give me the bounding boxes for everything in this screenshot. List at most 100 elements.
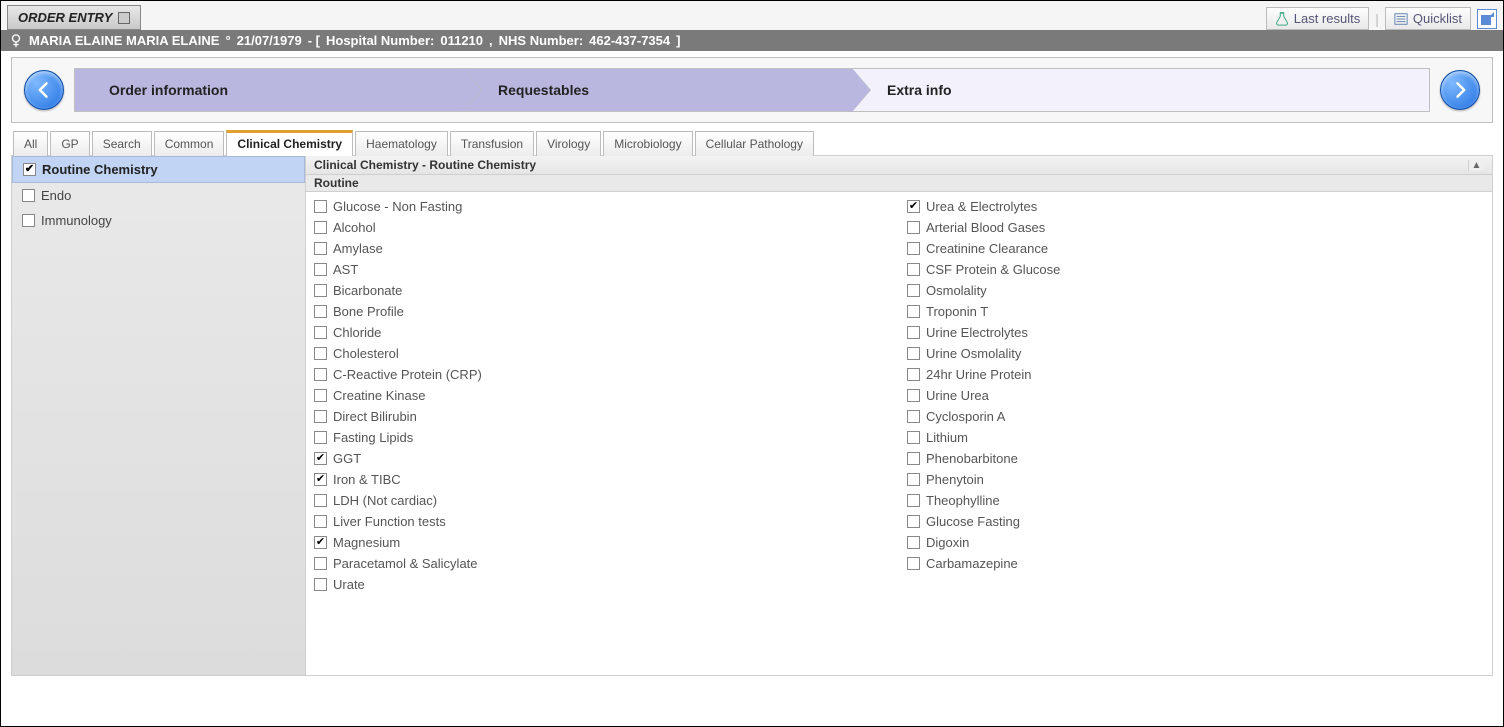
test-row[interactable]: Cyclosporin A — [907, 406, 1484, 427]
checkbox-icon[interactable] — [907, 347, 920, 360]
tab-all[interactable]: All — [13, 131, 48, 156]
checkbox-icon[interactable] — [314, 515, 327, 528]
tab-common[interactable]: Common — [154, 131, 225, 156]
test-row[interactable]: LDH (Not cardiac) — [314, 490, 891, 511]
checkbox-icon[interactable] — [907, 410, 920, 423]
checkbox-icon[interactable] — [23, 163, 36, 176]
test-row[interactable]: AST — [314, 259, 891, 280]
checkbox-icon[interactable] — [314, 389, 327, 402]
wizard-step-requestables[interactable]: Requestables — [463, 68, 853, 112]
checkbox-icon[interactable] — [314, 284, 327, 297]
test-row[interactable]: Chloride — [314, 322, 891, 343]
tab-cellular-pathology[interactable]: Cellular Pathology — [695, 131, 814, 156]
checkbox-icon[interactable] — [314, 242, 327, 255]
test-row[interactable]: Theophylline — [907, 490, 1484, 511]
test-row[interactable]: Bone Profile — [314, 301, 891, 322]
checkbox-icon[interactable] — [22, 214, 35, 227]
checkbox-icon[interactable] — [314, 452, 327, 465]
checkbox-icon[interactable] — [314, 200, 327, 213]
checkbox-icon[interactable] — [907, 242, 920, 255]
sidebar-item-routine-chemistry[interactable]: Routine Chemistry — [12, 156, 305, 183]
test-row[interactable]: Glucose Fasting — [907, 511, 1484, 532]
checkbox-icon[interactable] — [314, 368, 327, 381]
test-row[interactable]: Glucose - Non Fasting — [314, 196, 891, 217]
tab-transfusion[interactable]: Transfusion — [450, 131, 534, 156]
test-row[interactable]: Urine Osmolality — [907, 343, 1484, 364]
sidebar-item-immunology[interactable]: Immunology — [12, 208, 305, 233]
test-row[interactable]: Urate — [314, 574, 891, 595]
scroll-up-icon[interactable]: ▲ — [1468, 160, 1484, 171]
sidebar-item-endo[interactable]: Endo — [12, 183, 305, 208]
popout-icon[interactable] — [1477, 9, 1497, 29]
tab-haematology[interactable]: Haematology — [355, 131, 448, 156]
test-row[interactable]: Alcohol — [314, 217, 891, 238]
test-row[interactable]: 24hr Urine Protein — [907, 364, 1484, 385]
checkbox-icon[interactable] — [314, 536, 327, 549]
checkbox-icon[interactable] — [907, 452, 920, 465]
tab-search[interactable]: Search — [92, 131, 152, 156]
quicklist-button[interactable]: Quicklist — [1385, 7, 1471, 30]
test-row[interactable]: Creatinine Clearance — [907, 238, 1484, 259]
wizard-prev-button[interactable] — [24, 70, 64, 110]
test-row[interactable]: C-Reactive Protein (CRP) — [314, 364, 891, 385]
wizard-step-extra-info[interactable]: Extra info — [852, 68, 1430, 112]
tab-microbiology[interactable]: Microbiology — [603, 131, 692, 156]
test-row[interactable]: Magnesium — [314, 532, 891, 553]
checkbox-icon[interactable] — [907, 557, 920, 570]
checkbox-icon[interactable] — [907, 221, 920, 234]
test-row[interactable]: Bicarbonate — [314, 280, 891, 301]
checkbox-icon[interactable] — [907, 263, 920, 276]
checkbox-icon[interactable] — [907, 326, 920, 339]
test-row[interactable]: Fasting Lipids — [314, 427, 891, 448]
checkbox-icon[interactable] — [314, 578, 327, 591]
checkbox-icon[interactable] — [314, 494, 327, 507]
test-row[interactable]: GGT — [314, 448, 891, 469]
test-row[interactable]: CSF Protein & Glucose — [907, 259, 1484, 280]
checkbox-icon[interactable] — [314, 347, 327, 360]
test-row[interactable]: Direct Bilirubin — [314, 406, 891, 427]
checkbox-icon[interactable] — [907, 431, 920, 444]
tab-virology[interactable]: Virology — [536, 131, 601, 156]
tab-clinical-chemistry[interactable]: Clinical Chemistry — [226, 130, 353, 156]
checkbox-icon[interactable] — [314, 557, 327, 570]
test-row[interactable]: Urine Electrolytes — [907, 322, 1484, 343]
checkbox-icon[interactable] — [907, 536, 920, 549]
test-row[interactable]: Amylase — [314, 238, 891, 259]
checkbox-icon[interactable] — [314, 410, 327, 423]
test-row[interactable]: Carbamazepine — [907, 553, 1484, 574]
test-row[interactable]: Digoxin — [907, 532, 1484, 553]
test-row[interactable]: Troponin T — [907, 301, 1484, 322]
test-row[interactable]: Iron & TIBC — [314, 469, 891, 490]
test-row[interactable]: Arterial Blood Gases — [907, 217, 1484, 238]
test-row[interactable]: Osmolality — [907, 280, 1484, 301]
test-row[interactable]: Creatine Kinase — [314, 385, 891, 406]
checkbox-icon[interactable] — [907, 284, 920, 297]
checkbox-icon[interactable] — [907, 389, 920, 402]
checkbox-icon[interactable] — [314, 263, 327, 276]
test-row[interactable]: Phenytoin — [907, 469, 1484, 490]
test-row[interactable]: Lithium — [907, 427, 1484, 448]
checkbox-icon[interactable] — [907, 473, 920, 486]
test-row[interactable]: Urea & Electrolytes — [907, 196, 1484, 217]
order-entry-button[interactable]: ORDER ENTRY — [7, 5, 141, 30]
checkbox-icon[interactable] — [22, 189, 35, 202]
checkbox-icon[interactable] — [314, 221, 327, 234]
test-row[interactable]: Urine Urea — [907, 385, 1484, 406]
checkbox-icon[interactable] — [907, 494, 920, 507]
checkbox-icon[interactable] — [907, 368, 920, 381]
checkbox-icon[interactable] — [314, 305, 327, 318]
checkbox-icon[interactable] — [314, 431, 327, 444]
checkbox-icon[interactable] — [907, 515, 920, 528]
test-row[interactable]: Cholesterol — [314, 343, 891, 364]
checkbox-icon[interactable] — [314, 326, 327, 339]
test-row[interactable]: Paracetamol & Salicylate — [314, 553, 891, 574]
tab-gp[interactable]: GP — [50, 131, 89, 156]
checkbox-icon[interactable] — [907, 305, 920, 318]
checkbox-icon[interactable] — [314, 473, 327, 486]
wizard-step-order-information[interactable]: Order information — [74, 68, 464, 112]
wizard-next-button[interactable] — [1440, 70, 1480, 110]
test-row[interactable]: Liver Function tests — [314, 511, 891, 532]
test-row[interactable]: Phenobarbitone — [907, 448, 1484, 469]
last-results-button[interactable]: Last results — [1266, 7, 1369, 30]
checkbox-icon[interactable] — [907, 200, 920, 213]
